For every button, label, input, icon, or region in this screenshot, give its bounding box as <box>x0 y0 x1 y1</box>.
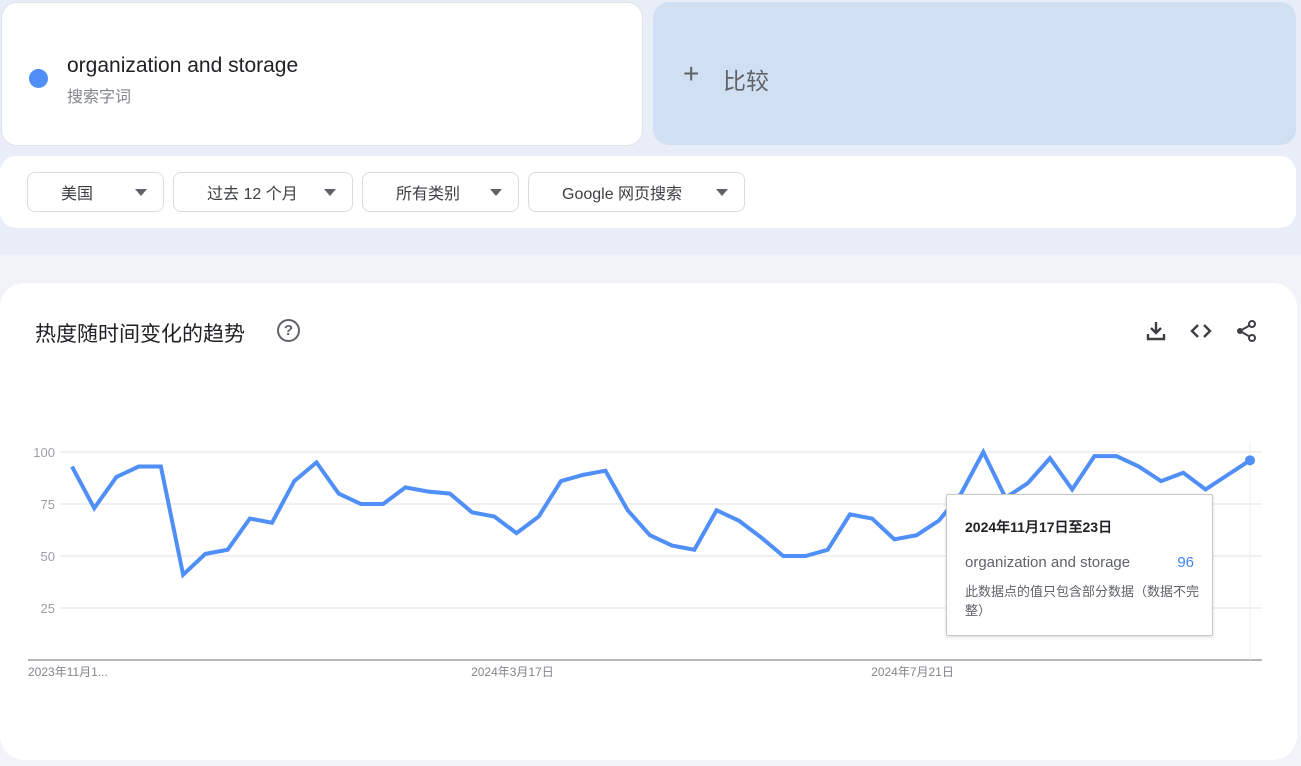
download-icon[interactable] <box>1144 319 1168 343</box>
data-point <box>1245 455 1255 466</box>
embed-code-icon[interactable] <box>1189 319 1213 343</box>
time-range-dropdown[interactable]: 过去 12 个月 <box>173 172 353 212</box>
search-term-card[interactable]: organization and storage 搜索字词 <box>1 2 643 146</box>
tooltip-note: 此数据点的值只包含部分数据（数据不完整） <box>965 584 1200 618</box>
category-dropdown[interactable]: 所有类别 <box>362 172 519 212</box>
series-color-dot <box>29 69 48 88</box>
chevron-down-icon <box>490 189 502 196</box>
tooltip-term: organization and storage <box>965 554 1131 571</box>
filter-bar: 美国 过去 12 个月 所有类别 Google 网页搜索 <box>0 156 1296 228</box>
x-tick-label: 2023年11月1... <box>28 665 108 679</box>
region-dropdown[interactable]: 美国 <box>27 172 164 212</box>
chevron-down-icon <box>324 189 336 196</box>
y-tick-label: 100 <box>33 445 55 460</box>
tooltip-value: 96 <box>1177 554 1194 571</box>
tooltip-date: 2024年11月17日至23日 <box>965 519 1113 535</box>
search-term-name[interactable]: organization and storage <box>67 54 299 77</box>
time-range-label: 过去 12 个月 <box>207 186 298 203</box>
plus-icon: + <box>683 58 700 89</box>
y-tick-label: 50 <box>41 549 55 564</box>
search-type-label: Google 网页搜索 <box>562 186 683 203</box>
compare-button[interactable]: + 比较 <box>653 2 1296 145</box>
share-icon[interactable] <box>1234 319 1258 343</box>
region-label: 美国 <box>61 186 94 203</box>
y-tick-label: 75 <box>41 497 55 512</box>
compare-label: 比较 <box>723 68 769 94</box>
series-line <box>70 447 1252 579</box>
section-title: 热度随时间变化的趋势 <box>35 323 245 346</box>
data-tooltip: 2024年11月17日至23日 organization and storage… <box>946 494 1213 636</box>
search-term-subtitle: 搜索字词 <box>67 89 132 106</box>
category-label: 所有类别 <box>396 186 461 203</box>
help-icon[interactable]: ? <box>277 319 300 342</box>
chevron-down-icon <box>716 189 728 196</box>
x-tick-label: 2024年3月17日 <box>471 665 554 679</box>
x-tick-label: 2024年7月21日 <box>871 665 954 679</box>
chevron-down-icon <box>135 189 147 196</box>
search-type-dropdown[interactable]: Google 网页搜索 <box>528 172 745 212</box>
y-tick-label: 25 <box>41 601 55 616</box>
